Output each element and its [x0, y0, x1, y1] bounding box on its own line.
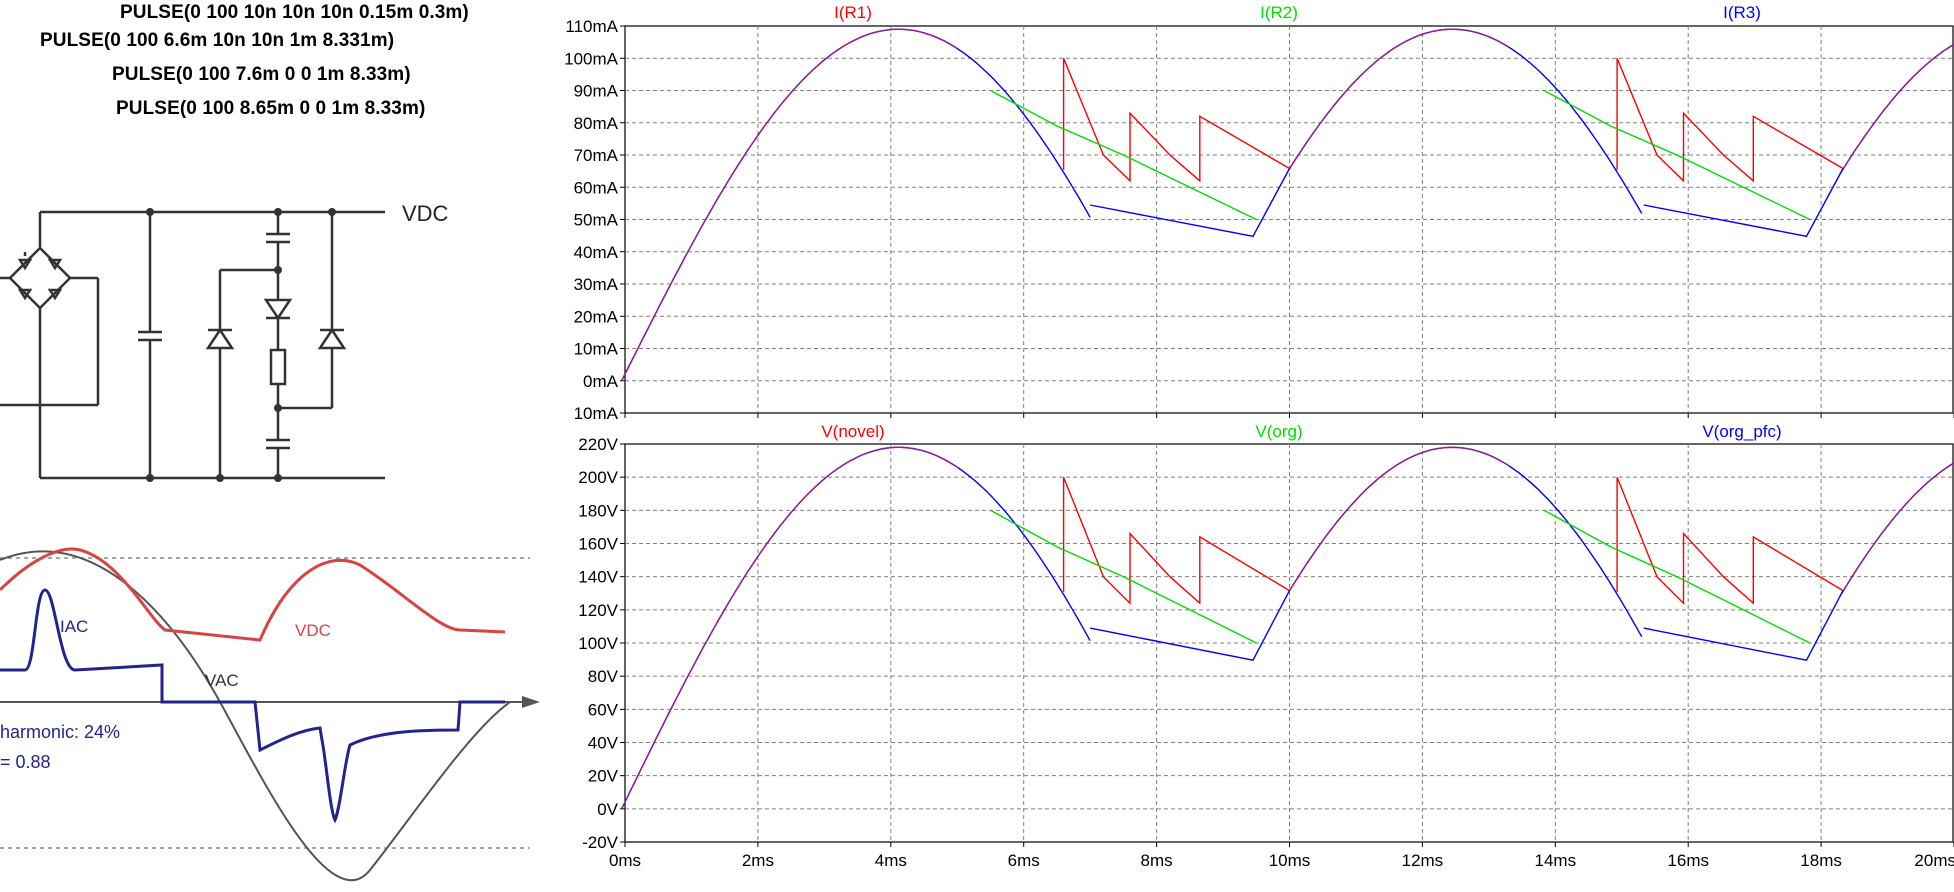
series-line	[1062, 476, 1290, 605]
y-tick-label: 0mA	[583, 372, 619, 391]
y-tick-label: 110mA	[565, 17, 618, 36]
y-tick-label: 10mA	[574, 340, 619, 359]
series-title: V(org_pfc)	[1702, 422, 1781, 441]
series-title: I(R1)	[834, 3, 872, 22]
y-tick-label: 200V	[578, 468, 618, 487]
y-tick-label: 140V	[578, 568, 618, 587]
series-line	[1616, 476, 1844, 605]
series-line	[1543, 509, 1811, 644]
y-tick-label: -20V	[582, 833, 619, 852]
harmonic-text: harmonic: 24%	[0, 722, 120, 742]
current-plot-pane: 110mA 100mA 90mA 80mA 70mA 60mA 50mA 40mA 30mA 20…	[564, 3, 1954, 423]
series-line	[1616, 58, 1844, 183]
y-tick-label: 120V	[578, 601, 618, 620]
y-tick-label: 220V	[578, 435, 618, 454]
series-line	[1643, 590, 1844, 661]
power-factor-text: = 0.88	[0, 752, 51, 772]
y-tick-label: 40mA	[574, 243, 619, 262]
rectifier-schematic: VDC	[0, 201, 449, 482]
y-tick-label: 0V	[597, 800, 618, 819]
series-line	[1089, 168, 1291, 238]
envelope-blue	[1508, 465, 1643, 638]
envelope-blue	[956, 466, 1091, 642]
y-tick-label: 20mA	[574, 307, 619, 326]
ltspice-plot-area: 110mA 100mA 90mA 80mA 70mA 60mA 50mA 40mA 30mA 20…	[564, 3, 1954, 870]
y-tick-label: 100mA	[564, 49, 619, 68]
series-line	[990, 89, 1257, 221]
series-title: V(novel)	[821, 422, 884, 441]
envelope-overlap	[621, 446, 958, 810]
y-tick-label: 80V	[588, 667, 619, 686]
y-tick-label: 20V	[588, 767, 619, 786]
envelope-red	[1840, 43, 1954, 173]
x-tick-label: 2ms	[742, 851, 774, 870]
x-tick-label: 4ms	[875, 851, 907, 870]
y-tick-label: 80mA	[574, 114, 619, 133]
y-tick-label: 90mA	[574, 82, 619, 101]
vdc-wave-label: VDC	[295, 621, 331, 640]
voltage-plot-pane: 220V 200V 180V 160V 140V 120V 100V 80V 60V 40V 20V…	[578, 422, 1954, 870]
y-tick-label: 160V	[578, 535, 618, 554]
pulse-source-line-2: PULSE(0 100 6.6m 10n 10n 1m 8.331m)	[40, 30, 395, 51]
series-line	[1062, 58, 1290, 183]
iac-label: IAC	[60, 617, 88, 636]
y-tick-label: 60mA	[574, 178, 619, 197]
vdc-label: VDC	[402, 201, 449, 226]
current-waveform-figure: IAC VDC VAC harmonic: 24% = 0.88	[0, 547, 540, 881]
x-tick-label: 20ms	[1914, 851, 1954, 870]
envelope-overlap	[621, 28, 958, 382]
y-tick-label: 100V	[578, 634, 618, 653]
envelope-overlap	[1840, 43, 1954, 173]
envelope-red	[1288, 446, 1510, 592]
x-tick-label: 14ms	[1535, 851, 1577, 870]
series-line	[1543, 89, 1811, 221]
y-tick-label: 40V	[588, 734, 619, 753]
envelope-blue	[1508, 46, 1643, 214]
y-tick-label: 180V	[578, 501, 618, 520]
series-line	[990, 509, 1257, 644]
x-tick-label: 0ms	[609, 851, 641, 870]
y-tick-label: 60V	[588, 700, 619, 719]
envelope-red	[1288, 28, 1510, 170]
pulse-source-line-4: PULSE(0 100 8.65m 0 0 1m 8.33m)	[116, 98, 426, 119]
x-tick-label: 6ms	[1008, 851, 1040, 870]
vac-label: VAC	[205, 671, 239, 690]
envelope-red	[621, 28, 958, 382]
y-tick-label: 50mA	[574, 211, 619, 230]
envelope-red	[621, 446, 958, 810]
envelope-blue	[956, 47, 1091, 218]
y-tick-label: 30mA	[574, 275, 619, 294]
y-tick-label: 70mA	[574, 146, 619, 165]
series-line	[1643, 168, 1844, 238]
envelope-red	[1840, 462, 1954, 595]
x-tick-label: 10ms	[1269, 851, 1311, 870]
x-tick-label: 16ms	[1667, 851, 1709, 870]
series-title: I(R3)	[1723, 3, 1761, 22]
envelope-overlap	[1840, 462, 1954, 595]
y-tick-label: 10mA	[574, 404, 619, 423]
x-tick-label: 8ms	[1141, 851, 1173, 870]
series-title: I(R2)	[1260, 3, 1298, 22]
envelope-overlap	[1288, 446, 1510, 592]
envelope-overlap	[1288, 28, 1510, 170]
x-tick-label: 18ms	[1800, 851, 1842, 870]
x-tick-label: 12ms	[1402, 851, 1444, 870]
pulse-source-line-3: PULSE(0 100 7.6m 0 0 1m 8.33m)	[112, 64, 411, 85]
pulse-source-line-1: PULSE(0 100 10n 10n 10n 0.15m 0.3m)	[120, 2, 469, 23]
series-line	[1089, 590, 1291, 661]
series-title: V(org)	[1255, 422, 1302, 441]
